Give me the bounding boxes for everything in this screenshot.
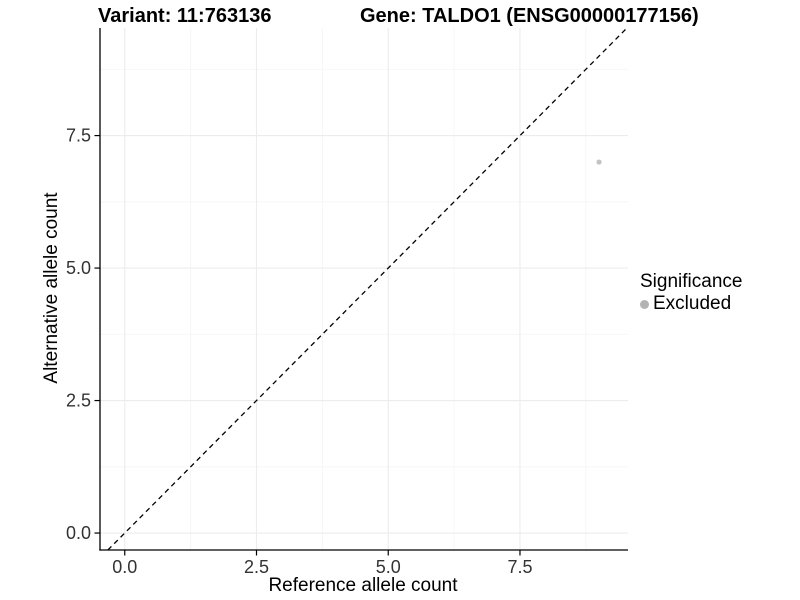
data-point-excluded: [596, 159, 602, 165]
x-tick-label: 5.0: [376, 557, 401, 577]
y-tick-label: 7.5: [66, 126, 91, 146]
excluded-point-icon: [640, 299, 649, 309]
x-tick-label: 0.0: [112, 557, 137, 577]
x-tick-label: 2.5: [244, 557, 269, 577]
gene-title: Gene: TALDO1 (ENSG00000177156): [360, 5, 699, 27]
legend: Significance Excluded: [640, 271, 742, 315]
x-axis-title: Reference allele count: [268, 575, 458, 596]
y-tick-label: 2.5: [66, 391, 91, 411]
y-tick-label: 0.0: [66, 523, 91, 543]
identity-reference-line: [107, 27, 628, 551]
y-tick-label: 5.0: [66, 258, 91, 278]
legend-item-label: Excluded: [653, 293, 732, 314]
x-tick-label: 7.5: [507, 557, 532, 577]
legend-item-excluded: Excluded: [640, 293, 742, 315]
variant-title: Variant: 11:763136: [98, 5, 272, 27]
y-axis-title: Alternative allele count: [41, 192, 62, 384]
legend-title: Significance: [640, 271, 743, 292]
